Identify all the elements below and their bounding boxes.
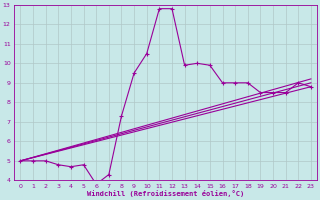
X-axis label: Windchill (Refroidissement éolien,°C): Windchill (Refroidissement éolien,°C)	[87, 190, 244, 197]
